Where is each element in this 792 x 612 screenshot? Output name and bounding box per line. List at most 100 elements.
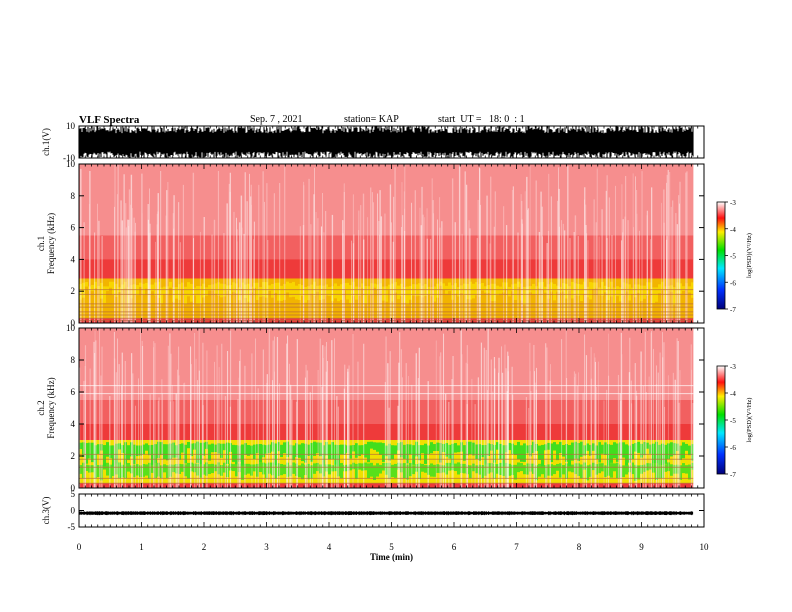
y-tick-label: 6 — [71, 223, 76, 233]
spectrogram-yellow-patch — [499, 286, 502, 294]
spectrogram-yellow-patch — [481, 283, 484, 291]
spectrogram-green-patch — [436, 442, 439, 452]
ch1-waveform — [78, 126, 694, 158]
spectrogram-green-patch — [256, 463, 259, 477]
spectrogram-green-patch — [469, 441, 472, 455]
spectrogram-green-patch — [367, 441, 370, 463]
spectrogram-green-patch — [679, 445, 682, 461]
colorbar-tick-label: -3 — [730, 199, 736, 207]
colorbar — [716, 365, 726, 475]
spectrogram-green-patch — [184, 464, 187, 477]
spectrogram-green-patch — [454, 443, 457, 453]
spectrogram-green-patch — [499, 443, 502, 460]
spectrogram-green-patch — [643, 464, 646, 472]
spectrogram-yellow-patch — [490, 283, 493, 302]
y-tick-label: 0 — [71, 506, 76, 516]
spectrogram-green-patch — [382, 462, 385, 471]
spectrogram-green-patch — [97, 444, 100, 454]
spectrogram-green-patch — [250, 445, 253, 455]
spectrogram-green-patch — [664, 464, 667, 472]
spectrogram-yellow-patch — [643, 285, 646, 299]
spectrogram-yellow-patch — [355, 286, 358, 300]
spectrogram-yellow-patch — [367, 286, 370, 296]
spectrogram-yellow-patch — [397, 285, 400, 300]
spectrogram-green-patch — [463, 463, 466, 474]
spectrogram-green-patch — [94, 445, 97, 466]
spectrogram-yellow-patch — [319, 285, 322, 301]
spectrogram-yellow-patch — [358, 286, 361, 297]
spectrogram-green-patch — [592, 443, 595, 451]
spectrogram-yellow-patch — [190, 283, 193, 302]
spectrogram-green-patch — [367, 463, 370, 478]
colorbar — [716, 201, 726, 310]
spectrogram-green-patch — [136, 445, 139, 457]
spectrogram-green-patch — [520, 445, 523, 462]
spectrogram-green-patch — [526, 445, 529, 454]
spectrogram-green-patch — [328, 464, 331, 475]
spectrogram-green-patch — [232, 444, 235, 462]
spectrogram-green-patch — [88, 442, 91, 459]
spectrogram-green-patch — [484, 463, 487, 476]
spectrogram-yellow-patch — [592, 282, 595, 289]
spectrogram-green-patch — [385, 445, 388, 457]
spectrogram-green-patch — [310, 465, 313, 479]
spectrogram-green-patch — [412, 445, 415, 465]
spectrogram-green-patch — [685, 465, 688, 474]
spectrogram-green-patch — [145, 443, 148, 451]
x-tick-label: 10 — [700, 542, 710, 552]
spectrogram-green-patch — [643, 442, 646, 456]
spectrogram-yellow-patch — [472, 283, 475, 299]
colorbar-tick-label: -7 — [730, 471, 736, 479]
spectrogram-green-patch — [100, 464, 103, 481]
spectrogram-green-patch — [379, 464, 382, 474]
y-axis-label: Frequency (kHz) — [46, 213, 56, 274]
spectrogram-green-patch — [562, 464, 565, 475]
spectrogram-green-patch — [79, 465, 82, 474]
spectrogram-green-patch — [586, 443, 589, 451]
spectrogram-yellow-patch — [637, 284, 640, 293]
spectrogram-green-patch — [292, 445, 295, 461]
spectrogram-green-patch — [235, 463, 238, 477]
spectrogram-yellow-patch — [553, 283, 556, 301]
spectrogram-green-patch — [106, 442, 109, 457]
spectrogram-green-patch — [598, 463, 601, 474]
spectrogram-green-patch — [649, 444, 652, 454]
spectrogram-green-patch — [688, 464, 691, 480]
spectrogram-green-patch — [298, 465, 301, 478]
spectrogram-green-patch — [394, 445, 397, 455]
colorbar-tick-label: -3 — [730, 363, 736, 371]
spectrogram-green-patch — [502, 463, 505, 476]
spectrogram-green-patch — [280, 444, 283, 458]
spectrogram-yellow-patch — [388, 284, 391, 291]
spectrogram-green-patch — [328, 444, 331, 460]
start-time-label: start UT = 18: 0 : 1 — [438, 114, 525, 125]
spectrogram-green-patch — [376, 463, 379, 477]
spectrogram-yellow-patch — [571, 281, 574, 299]
spectrogram-yellow-patch — [301, 285, 304, 296]
y-tick-label: -10 — [63, 153, 75, 163]
spectrogram-yellow-patch — [286, 281, 289, 293]
spectrogram-green-patch — [307, 463, 310, 480]
spectrogram-yellow-patch — [193, 287, 196, 296]
spectrogram-green-patch — [517, 441, 520, 460]
spectrogram-green-patch — [355, 463, 358, 479]
spectrogram-green-patch — [103, 445, 106, 467]
spectrogram-green-patch — [562, 445, 565, 457]
spectrogram-green-patch — [637, 441, 640, 453]
spectrogram-yellow-patch — [475, 282, 478, 296]
spectrogram-green-patch — [478, 444, 481, 461]
spectrogram-green-patch — [214, 464, 217, 472]
spectrogram-green-patch — [208, 464, 211, 475]
spectrogram-green-patch — [622, 442, 625, 458]
spectrogram-green-patch — [457, 445, 460, 453]
spectrogram-yellow-patch — [625, 283, 628, 292]
spectrogram-yellow-patch — [496, 285, 499, 296]
spectrogram-green-patch — [649, 463, 652, 470]
spectrogram-green-patch — [682, 442, 685, 459]
spectrogram-yellow-patch — [631, 287, 634, 294]
spectrogram-green-patch — [352, 445, 355, 452]
spectrogram-green-patch — [658, 464, 661, 479]
spectrogram-yellow-patch — [613, 287, 616, 304]
spectrogram-green-patch — [97, 465, 100, 478]
spectrogram-green-patch — [247, 445, 250, 456]
